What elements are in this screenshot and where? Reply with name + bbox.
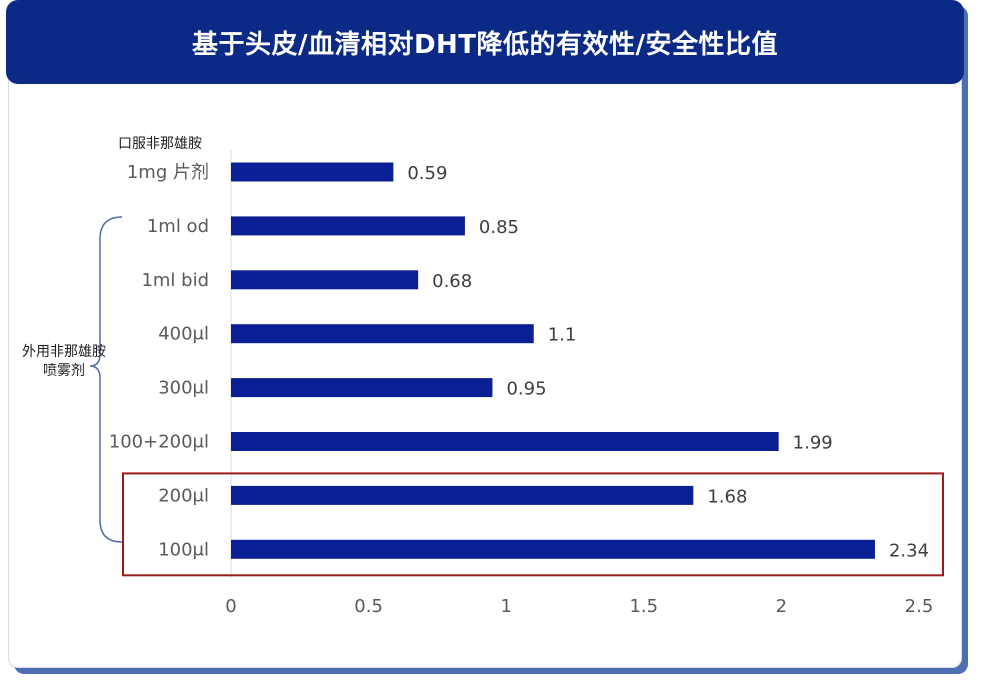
category-label-3: 400μl <box>158 324 209 345</box>
x-tick-label-1: 0.5 <box>354 596 383 617</box>
group-label-topical-line1: 外用非那雄胺 <box>22 344 106 360</box>
value-label-5: 1.99 <box>793 433 833 454</box>
value-label-1: 0.85 <box>479 217 519 238</box>
category-label-1: 1ml od <box>147 216 209 237</box>
category-label-5: 100+200μl <box>109 432 209 453</box>
bar-2 <box>231 270 419 290</box>
x-tick-label-2: 1 <box>500 596 511 617</box>
group-label-oral: 口服非那雄胺 <box>118 136 202 152</box>
chart-title: 基于头皮/血清相对DHT降低的有效性/安全性比值 <box>191 29 779 60</box>
x-tick-label-5: 2.5 <box>905 596 934 617</box>
highlight-box <box>122 472 944 577</box>
category-label-6: 200μl <box>158 485 209 506</box>
value-label-3: 1.1 <box>548 325 577 346</box>
bar-6 <box>231 485 694 505</box>
value-labels: 0.59 0.85 0.68 1.1 0.95 1.99 1.68 2.34 <box>407 163 929 561</box>
x-tick-label-0: 0 <box>225 596 236 617</box>
bar-3 <box>231 324 534 344</box>
category-labels: 1mg 片剂 1ml od 1ml bid 400μl 300μl 100+200μl 20… <box>109 162 209 560</box>
x-tick-label-4: 2 <box>776 596 787 617</box>
value-label-7: 2.34 <box>889 540 929 561</box>
category-label-2: 1ml bid <box>141 270 209 291</box>
group-label-topical-line2: 喷雾剂 <box>43 363 85 379</box>
value-label-4: 0.95 <box>506 379 546 400</box>
x-tick-label-3: 1.5 <box>629 596 658 617</box>
bar-4 <box>231 378 493 398</box>
bar-0 <box>231 162 394 182</box>
title-bar: 基于头皮/血清相对DHT降低的有效性/安全性比值 <box>6 0 964 84</box>
bar-1 <box>231 216 465 236</box>
category-label-0: 1mg 片剂 <box>127 162 209 183</box>
value-label-6: 1.68 <box>707 486 747 507</box>
bars-group <box>231 162 875 559</box>
bar-7 <box>231 539 875 559</box>
group-brace <box>89 216 123 543</box>
category-label-7: 100μl <box>158 539 209 560</box>
x-tick-labels: 0 0.5 1 1.5 2 2.5 <box>225 596 933 617</box>
bar-5 <box>231 432 779 451</box>
value-label-2: 0.68 <box>432 271 472 292</box>
category-label-4: 300μl <box>158 378 209 399</box>
value-label-0: 0.59 <box>407 163 447 184</box>
